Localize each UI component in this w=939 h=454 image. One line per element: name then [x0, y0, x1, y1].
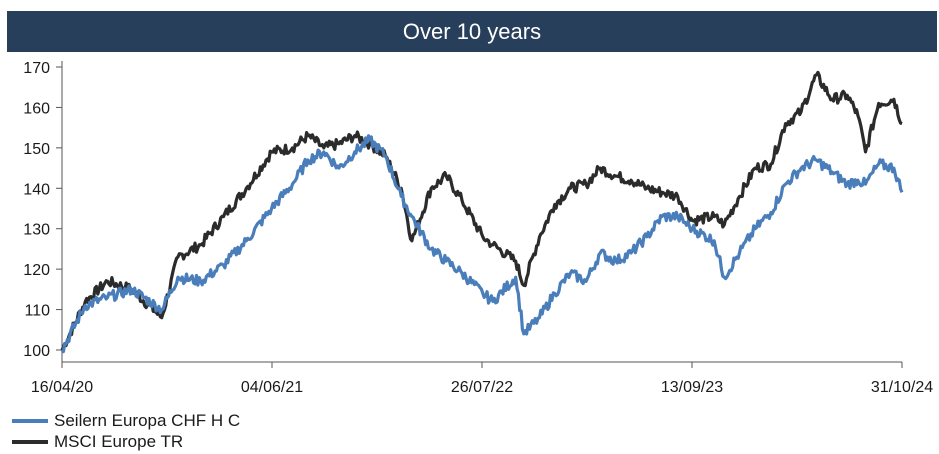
legend-swatch-msci: [12, 439, 48, 444]
series-line-msci: [60, 70, 903, 351]
line-chart: 100 110 120 130 140 150 160 170 16/04/20 04/06/21…: [23, 60, 933, 396]
y-tick-label: 120: [23, 262, 50, 279]
series-line-seilern: [60, 134, 904, 354]
chart-legend: Seilern Europa CHF H C MSCI Europe TR: [12, 410, 240, 452]
y-tick-label: 110: [24, 303, 50, 320]
y-tick-label: 140: [23, 181, 50, 198]
x-tick-label: 13/09/23: [661, 379, 723, 396]
chart-series: [60, 70, 904, 354]
x-tick-label: 31/10/24: [871, 379, 933, 396]
x-tick-label: 16/04/20: [31, 379, 93, 396]
y-tick-label: 130: [23, 222, 50, 239]
legend-item-msci: MSCI Europe TR: [12, 431, 240, 452]
x-tick-label: 04/06/21: [241, 379, 303, 396]
chart-title-text: Over 10 years: [402, 18, 542, 44]
x-tick-label: 26/07/22: [451, 379, 513, 396]
y-tick-label: 170: [23, 60, 50, 77]
legend-swatch-seilern: [12, 418, 48, 423]
chart-title: Over 10 years: [7, 11, 937, 52]
legend-label-msci: MSCI Europe TR: [54, 431, 184, 451]
y-tick-label: 160: [23, 100, 50, 117]
chart-axes: 100 110 120 130 140 150 160 170 16/04/20 04/06/21…: [23, 60, 933, 396]
legend-item-seilern: Seilern Europa CHF H C: [12, 410, 240, 431]
y-tick-label: 150: [23, 141, 50, 158]
legend-label-seilern: Seilern Europa CHF H C: [54, 410, 241, 430]
y-tick-label: 100: [23, 343, 50, 360]
